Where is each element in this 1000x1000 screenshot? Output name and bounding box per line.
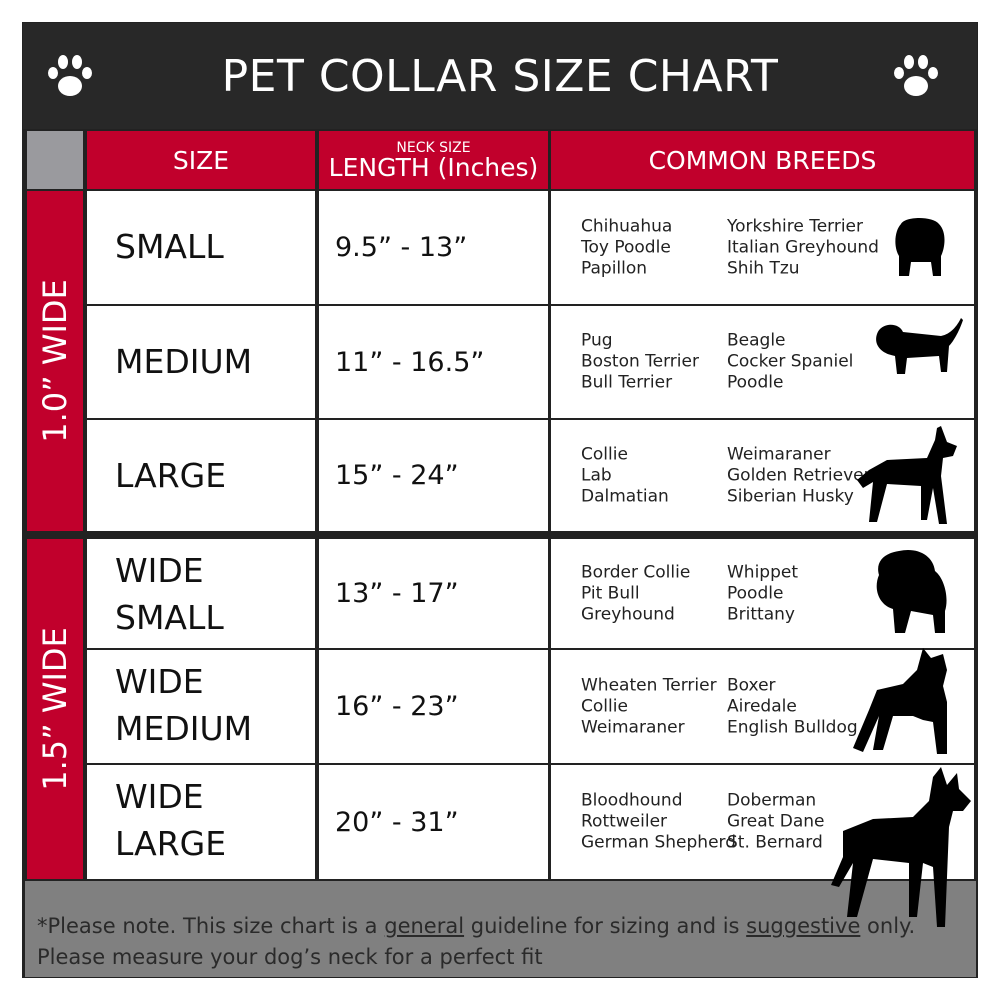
breed: Toy Poodle: [581, 237, 671, 257]
breeds-col-2: Yorkshire Terrier Italian Greyhound Shih T…: [727, 216, 879, 279]
page-title: PET COLLAR SIZE CHART: [221, 50, 779, 102]
breed: Boston Terrier: [581, 351, 699, 372]
size-chart: PET COLLAR SIZE CHART SIZE NECK SIZE LEN…: [22, 22, 978, 978]
breeds-col-1: Border Collie Pit Bull Greyhound: [581, 562, 690, 625]
breed: Whippet: [727, 562, 799, 582]
breeds-col-1: Pug Boston Terrier Bull Terrier: [581, 331, 699, 394]
footer-line-2: Please measure your dog’s neck for a per…: [37, 945, 543, 969]
size-cell: LARGE: [87, 420, 315, 531]
header-length: NECK SIZE LENGTH (Inches): [319, 131, 548, 189]
corner-cell: [27, 131, 83, 189]
breed: Beagle: [727, 330, 786, 351]
breeds-col-2: Beagle Cocker Spaniel Poodle: [727, 331, 853, 394]
breed: Poodle: [727, 583, 784, 603]
breeds-cell: Bloodhound Rottweiler German Shepherd Dobe…: [551, 765, 974, 927]
title-bar: PET COLLAR SIZE CHART: [23, 23, 977, 129]
breed: Yorkshire Terrier: [727, 216, 863, 236]
breed: Bull Terrier: [581, 372, 673, 393]
breed: Chihuahua: [581, 216, 673, 236]
footer-line-1: *Please note. This size chart is a gener…: [37, 914, 916, 938]
size-text: SMALL: [115, 227, 224, 266]
breed: Airedale: [727, 696, 797, 716]
breed: Shih Tzu: [727, 258, 800, 278]
size-text: LARGE: [115, 456, 227, 495]
header-length-sub: NECK SIZE: [396, 139, 471, 156]
breed: Poodle: [727, 372, 784, 393]
breed: Papillon: [581, 258, 648, 278]
size-cell: MEDIUM: [87, 306, 315, 418]
breeds-cell: Chihuahua Toy Poodle Papillon Yorkshire Te…: [551, 191, 974, 304]
group-label-1: 1.0” WIDE: [27, 191, 83, 531]
breed: Border Collie: [581, 562, 691, 582]
size-text: LARGE: [115, 824, 227, 863]
size-text: MEDIUM: [115, 709, 253, 748]
breed: Doberman: [727, 790, 817, 811]
breeds-cell: Pug Boston Terrier Bull Terrier Beagle Cock…: [551, 306, 974, 418]
breed: Cocker Spaniel: [727, 351, 854, 372]
footer-note: *Please note. This size chart is a gener…: [25, 881, 976, 977]
size-text: MEDIUM: [115, 342, 253, 381]
length-cell: 15” - 24”: [319, 420, 548, 531]
breed: Collie: [581, 696, 628, 716]
breed: Weimaraner: [581, 717, 685, 737]
size-text: SMALL: [115, 598, 224, 637]
breeds-col-2: Whippet Poodle Brittany: [727, 562, 798, 625]
size-text: WIDE: [115, 551, 204, 590]
underlined-suggestive: suggestive: [746, 914, 861, 938]
breeds-col-1: Wheaten Terrier Collie Weimaraner: [581, 675, 717, 738]
size-cell: WIDE MEDIUM: [87, 650, 315, 763]
breed: Brittany: [727, 604, 795, 624]
breeds-cell: Collie Lab Dalmatian Weimaraner Golden Retr…: [551, 420, 974, 531]
group-label-2: 1.5” WIDE: [27, 539, 83, 879]
header-size: SIZE: [87, 131, 315, 189]
breed: Italian Greyhound: [727, 237, 879, 257]
length-cell: 11” - 16.5”: [319, 306, 548, 418]
size-text: WIDE: [115, 777, 204, 816]
header-breeds: COMMON BREEDS: [551, 131, 974, 189]
breed: Siberian Husky: [727, 486, 854, 506]
breed: Wheaten Terrier: [581, 675, 717, 695]
breeds-col-2: Doberman Great Dane St. Bernard: [727, 791, 824, 854]
group-label-text: 1.5” WIDE: [36, 627, 75, 791]
length-cell: 9.5” - 13”: [319, 191, 548, 304]
breed: Lab: [581, 465, 612, 485]
length-cell: 13” - 17”: [319, 539, 548, 648]
breeds-col-1: Collie Lab Dalmatian: [581, 444, 669, 507]
breed: Great Dane: [727, 811, 825, 832]
breed: English Bulldog: [727, 717, 858, 737]
breeds-col-1: Chihuahua Toy Poodle Papillon: [581, 216, 672, 279]
breed: Greyhound: [581, 604, 675, 624]
breeds-col-2: Weimaraner Golden Retriever Siberian Husky: [727, 444, 871, 507]
breeds-cell: Wheaten Terrier Collie Weimaraner Boxer Air…: [551, 648, 974, 763]
breeds-col-2: Boxer Airedale English Bulldog: [727, 675, 858, 738]
size-cell: WIDE SMALL: [87, 539, 315, 648]
size-cell: WIDE LARGE: [87, 765, 315, 879]
paw-print-icon: [48, 55, 92, 96]
breed: Golden Retriever: [727, 465, 871, 485]
breed: Collie: [581, 444, 628, 464]
breed: Pit Bull: [581, 583, 640, 603]
breed: German Shepherd: [581, 832, 737, 853]
breed: Dalmatian: [581, 486, 669, 506]
breeds-col-1: Bloodhound Rottweiler German Shepherd: [581, 791, 736, 854]
size-cell: SMALL: [87, 191, 315, 304]
breed: Boxer: [727, 675, 776, 695]
breed: Rottweiler: [581, 811, 668, 832]
header-length-main: LENGTH (Inches): [328, 152, 539, 182]
underlined-general: general: [384, 914, 465, 938]
breed: Weimaraner: [727, 444, 831, 464]
length-cell: 20” - 31”: [319, 765, 548, 879]
group-label-text: 1.0” WIDE: [36, 279, 75, 443]
size-text: WIDE: [115, 662, 204, 701]
breeds-cell: Border Collie Pit Bull Greyhound Whippet Po…: [551, 539, 974, 648]
paw-print-icon: [894, 55, 938, 96]
breed: St. Bernard: [727, 832, 823, 853]
breed: Bloodhound: [581, 790, 683, 811]
breed: Pug: [581, 330, 613, 351]
length-cell: 16” - 23”: [319, 650, 548, 763]
